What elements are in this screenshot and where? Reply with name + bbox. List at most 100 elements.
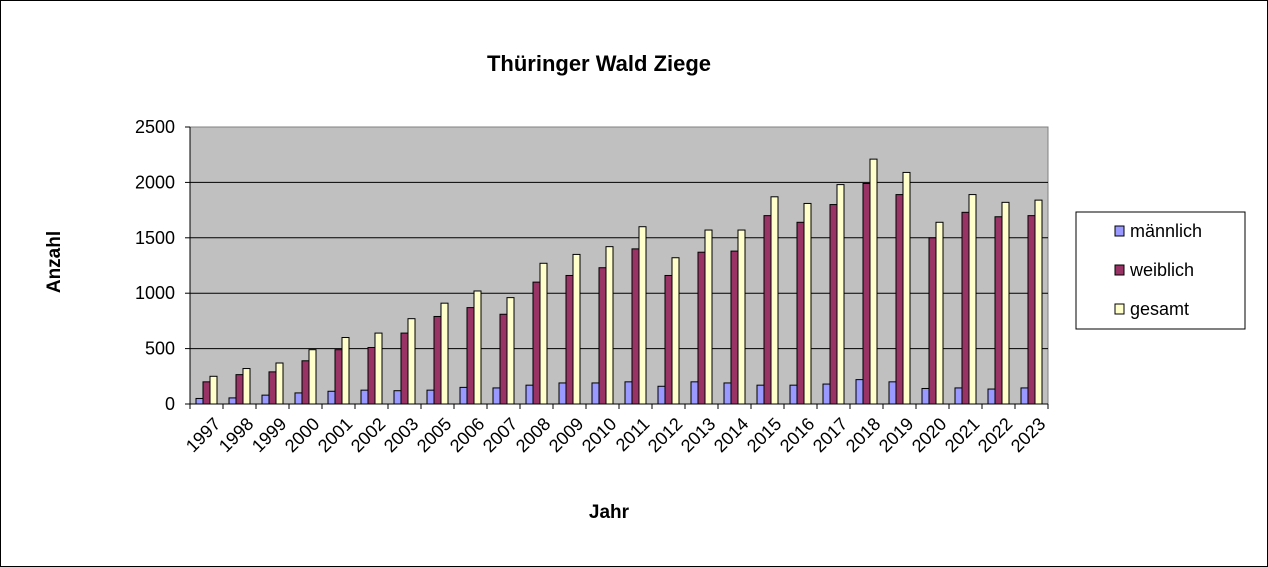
x-tick-label: 1997 — [182, 414, 224, 456]
bar-gesamt — [902, 171, 911, 405]
bar-weiblich — [235, 374, 244, 405]
bar-männlich — [657, 385, 666, 405]
bar-gesamt — [737, 229, 746, 405]
bar-gesamt — [374, 332, 383, 405]
chart-title: Thüringer Wald Ziege — [487, 51, 711, 76]
bar-männlich — [921, 387, 930, 405]
x-tick-label: 2017 — [809, 414, 851, 456]
bar-weiblich — [763, 215, 772, 405]
x-tick-label: 2006 — [446, 414, 488, 456]
bar-weiblich — [895, 194, 904, 405]
bar-weiblich — [664, 274, 673, 405]
bar-gesamt — [968, 194, 977, 405]
legend-label: weiblich — [1129, 260, 1194, 280]
bar-männlich — [591, 382, 600, 405]
legend-box — [1075, 211, 1246, 330]
bar-weiblich — [829, 204, 838, 405]
bar-männlich — [426, 389, 435, 405]
x-tick-label: 2014 — [710, 414, 752, 456]
legend-label: gesamt — [1130, 299, 1189, 319]
x-tick-label: 2001 — [314, 414, 356, 456]
x-tick-label: 2007 — [479, 414, 521, 456]
x-tick-label: 2011 — [612, 414, 654, 456]
bar-gesamt — [671, 257, 680, 405]
bar-gesamt — [605, 246, 614, 405]
bar-gesamt — [275, 362, 284, 405]
bar-gesamt — [473, 290, 482, 405]
x-tick-labels: 1997199819992000200120022003200520062007… — [182, 414, 1049, 456]
bar-weiblich — [367, 346, 376, 405]
y-tick-label: 1000 — [135, 283, 175, 303]
y-tick-label: 500 — [145, 339, 175, 359]
bar-weiblich — [400, 332, 409, 405]
bar-gesamt — [407, 318, 416, 405]
bar-männlich — [360, 389, 369, 405]
y-tick-label: 1500 — [135, 228, 175, 248]
x-tick-label: 1999 — [248, 414, 290, 456]
bar-weiblich — [499, 313, 508, 405]
bar-weiblich — [697, 251, 706, 405]
y-tick-labels: 0 500 1000 1500 2000 2500 — [135, 117, 175, 414]
x-tick-label: 2022 — [974, 414, 1016, 456]
y-tick-label: 2500 — [135, 117, 175, 137]
bar-weiblich — [334, 349, 343, 405]
bar-gesamt — [209, 375, 218, 405]
bar-gesamt — [440, 302, 449, 405]
bar-gesamt — [341, 337, 350, 405]
bar-männlich — [756, 384, 765, 405]
bar-weiblich — [598, 267, 607, 405]
bar-weiblich — [565, 274, 574, 405]
y-tick-label: 0 — [165, 394, 175, 414]
x-tick-label: 2023 — [1007, 414, 1049, 456]
x-tick-label: 2005 — [413, 414, 455, 456]
bar-weiblich — [730, 250, 739, 405]
bar-männlich — [393, 390, 402, 405]
plot-area — [189, 126, 1049, 405]
bar-männlich — [723, 382, 732, 405]
bar-weiblich — [1027, 215, 1036, 405]
bar-gesamt — [935, 221, 944, 405]
x-tick-label: 2009 — [545, 414, 587, 456]
bar-gesamt — [572, 253, 581, 405]
bar-weiblich — [994, 216, 1003, 405]
x-tick-label: 2000 — [281, 414, 323, 456]
legend-swatch — [1114, 225, 1125, 237]
bar-gesamt — [704, 229, 713, 405]
x-tick-label: 2008 — [512, 414, 554, 456]
bar-weiblich — [796, 221, 805, 405]
x-tick-label: 2003 — [380, 414, 422, 456]
x-tick-label: 2013 — [677, 414, 719, 456]
bar-weiblich — [202, 381, 211, 405]
bar-männlich — [525, 384, 534, 405]
bar-gesamt — [539, 262, 548, 405]
bar-männlich — [624, 381, 633, 405]
bar-weiblich — [928, 237, 937, 405]
bar-männlich — [855, 379, 864, 405]
bar-weiblich — [466, 307, 475, 405]
x-tick-label: 2015 — [743, 414, 785, 456]
bar-männlich — [459, 386, 468, 405]
bar-männlich — [1020, 387, 1029, 405]
bar-männlich — [789, 384, 798, 405]
bar-weiblich — [961, 211, 970, 405]
bar-gesamt — [770, 196, 779, 405]
bar-gesamt — [1034, 199, 1043, 405]
bar-weiblich — [631, 248, 640, 405]
bar-gesamt — [506, 297, 515, 405]
bar-gesamt — [242, 368, 251, 405]
legend-swatch — [1114, 264, 1125, 276]
legend: männlich weiblich gesamt — [1075, 211, 1246, 330]
bar-männlich — [294, 392, 303, 405]
bar-männlich — [888, 381, 897, 405]
x-tick-label: 2010 — [578, 414, 620, 456]
x-tick-label: 2012 — [644, 414, 686, 456]
bar-gesamt — [803, 202, 812, 405]
bar-gesamt — [638, 226, 647, 405]
x-tick-label: 1998 — [215, 414, 257, 456]
x-tick-label: 2019 — [875, 414, 917, 456]
bar-männlich — [327, 390, 336, 405]
bar-männlich — [558, 382, 567, 405]
bar-männlich — [195, 397, 204, 405]
bar-männlich — [822, 383, 831, 405]
